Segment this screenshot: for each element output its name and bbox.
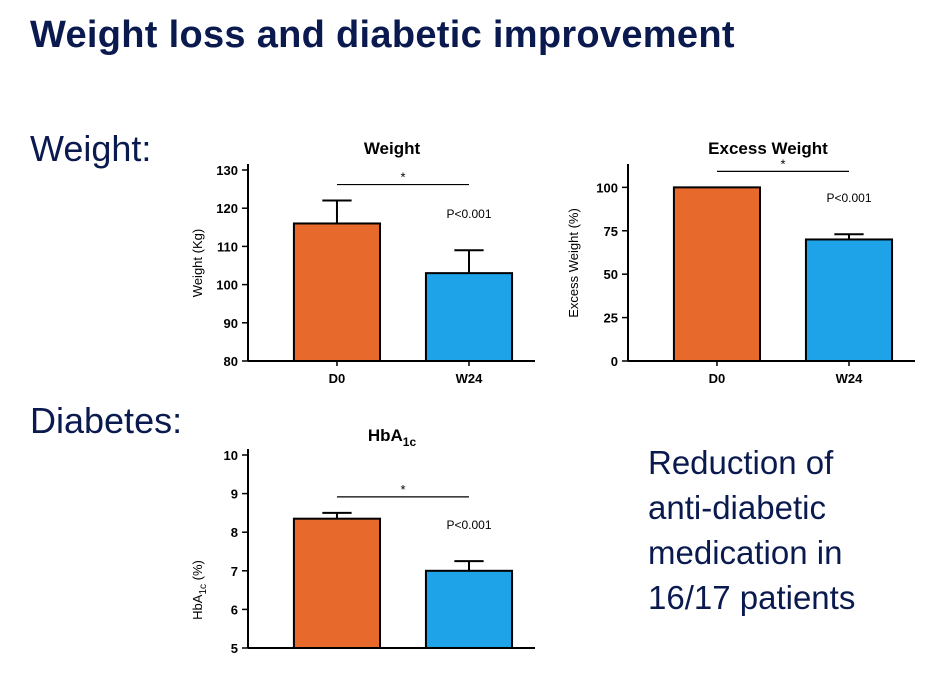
bar-w24 <box>804 238 894 362</box>
medication-note: Reduction of anti-diabetic medication in… <box>648 440 938 620</box>
y-tick-label: 10 <box>224 448 238 463</box>
y-tick-label: 0 <box>611 354 618 369</box>
y-axis-label: HbA1c (%) <box>190 560 209 620</box>
y-tick-label: 5 <box>231 641 238 656</box>
chart-title: Weight <box>364 139 421 158</box>
significance-marker: * <box>400 170 405 185</box>
y-tick-label: 110 <box>217 239 238 254</box>
y-tick-label: 9 <box>231 487 238 502</box>
note-line: Reduction of <box>648 444 834 481</box>
y-tick-label: 120 <box>216 201 238 216</box>
y-tick-label: 80 <box>224 354 238 369</box>
chart-title: HbA1c <box>368 426 417 449</box>
bar-d0 <box>292 222 382 363</box>
plot-area: 80 90 100 110 120 130 D0 W24 * P<0.001 <box>216 163 535 386</box>
y-axis-label: Excess Weight (%) <box>566 208 581 318</box>
plot-area: 0 25 50 75 100 D0 W24 * P<0.001 <box>596 156 915 386</box>
y-tick-label: 7 <box>231 564 238 579</box>
note-line: 16/17 patients <box>648 579 856 616</box>
hba1c-chart: HbA1c HbA1c (%) 5 6 7 8 9 10 * P<0.001 <box>190 426 535 656</box>
y-tick-label: 6 <box>231 602 238 617</box>
weight-chart: Weight Weight (Kg) 80 90 100 110 120 130 D0 W24… <box>190 139 535 386</box>
excess-weight-chart: Excess Weight Excess Weight (%) 0 25 50 75 1… <box>566 139 915 386</box>
y-tick-label: 90 <box>224 316 238 331</box>
bar-d0 <box>292 517 382 649</box>
y-tick-label: 25 <box>604 311 618 326</box>
bar-w24 <box>424 569 514 649</box>
p-value-label: P<0.001 <box>446 207 491 221</box>
plot-area: 5 6 7 8 9 10 * P<0.001 <box>224 448 535 656</box>
y-tick-label: 130 <box>216 163 238 178</box>
significance-marker: * <box>400 482 405 497</box>
slide-title: Weight loss and diabetic improvement <box>30 14 735 56</box>
p-value-label: P<0.001 <box>446 518 491 532</box>
significance-marker: * <box>780 156 785 171</box>
y-tick-label: 100 <box>596 180 618 195</box>
x-tick-label: W24 <box>836 371 864 386</box>
section-label-diabetes: Diabetes: <box>30 400 183 441</box>
y-tick-label: 75 <box>604 224 618 239</box>
section-label-weight: Weight: <box>30 128 152 169</box>
y-tick-label: 8 <box>231 525 238 540</box>
bar-d0 <box>672 186 762 363</box>
x-tick-label: W24 <box>456 371 484 386</box>
bar-w24 <box>424 272 514 362</box>
chart-title: Excess Weight <box>708 139 828 158</box>
y-tick-label: 100 <box>216 278 238 293</box>
y-axis-label: Weight (Kg) <box>190 229 205 297</box>
x-tick-label: D0 <box>329 371 346 386</box>
p-value-label: P<0.001 <box>826 191 871 205</box>
x-tick-label: D0 <box>709 371 726 386</box>
y-tick-label: 50 <box>604 267 618 282</box>
note-line: medication in <box>648 534 843 571</box>
note-line: anti-diabetic <box>648 489 826 526</box>
